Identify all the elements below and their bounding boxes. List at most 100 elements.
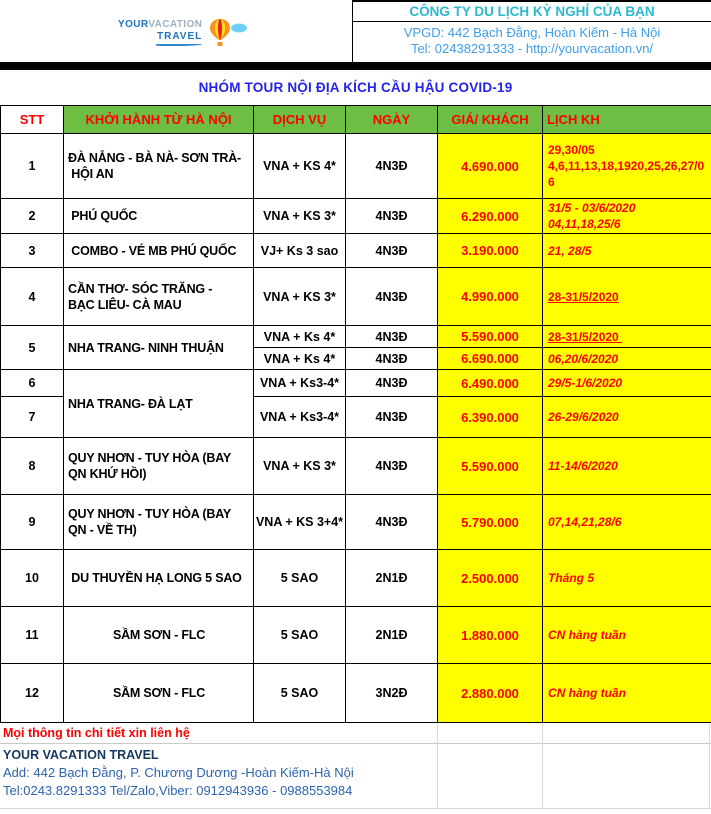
table-row: VNA + Ks 4* 4N3Đ 6.690.000 06,20/6/2020 xyxy=(1,347,711,371)
cell-lich: 31/5 - 03/6/2020 04,11,18,25/6 xyxy=(542,197,711,235)
cell-gia: 5.590.000 xyxy=(437,325,543,349)
cell-stt: 6 xyxy=(0,369,64,398)
table-row: 6 NHA TRANG- ĐÀ LẠT VNA + Ks3-4* 4N3Đ 6.490.… xyxy=(0,369,711,439)
cell-tour: QUY NHƠN - TUY HÒA (BAY QN - VỀ TH) xyxy=(63,494,254,551)
company-name: CÔNG TY DU LỊCH KỲ NGHỈ CỦA BẠN xyxy=(353,2,711,22)
cell-ngay: 4N3Đ xyxy=(345,369,438,398)
cell-ngay: 4N3Đ xyxy=(345,325,438,349)
title-bar: NHÓM TOUR NỘI ĐỊA KÍCH CẦU HẬU COVID-19 xyxy=(0,70,711,105)
cell-lich: Tháng 5 xyxy=(542,549,711,608)
cell-gia: 5.790.000 xyxy=(437,494,543,551)
footer-address: Add: 442 Bạch Đằng, P. Chương Dương -Hoà… xyxy=(3,765,354,781)
cell-gia: 2.880.000 xyxy=(437,663,543,724)
cell-svc: VNA + Ks3-4* xyxy=(253,369,346,398)
logo-word-travel: TRAVEL xyxy=(156,31,203,42)
cell-lich: 29,30/05 4,6,11,13,18,1920,25,26,27/06 xyxy=(542,133,711,199)
cell-tour: SẦM SƠN - FLC xyxy=(63,606,254,665)
gridline-vertical xyxy=(709,723,710,809)
cell-tour: COMBO - VÉ MB PHÚ QUỐC xyxy=(63,233,254,269)
cell-ngay: 4N3Đ xyxy=(345,437,438,496)
cell-lich: CN hàng tuần xyxy=(542,663,711,724)
cell-ngay: 2N1Đ xyxy=(345,606,438,665)
cell-gia: 6.490.000 xyxy=(437,369,543,398)
cell-stt: 12 xyxy=(0,663,64,724)
cell-lich: 07,14,21,28/6 xyxy=(542,494,711,551)
gridline-vertical xyxy=(542,723,543,809)
cell-tour: CẦN THƠ- SÓC TRĂNG - BẠC LIÊU- CÀ MAU xyxy=(63,267,254,327)
logo-line1: YOURVACATION xyxy=(118,19,202,30)
cell-gia: 6.290.000 xyxy=(437,197,543,235)
cell-gia: 4.990.000 xyxy=(437,267,543,327)
cell-stt: 3 xyxy=(0,233,64,269)
cell-stt: 11 xyxy=(0,606,64,665)
table-row: 8 QUY NHƠN - TUY HÒA (BAY QN KHỨ HỒI) VNA … xyxy=(0,437,711,496)
cell-stt: 8 xyxy=(0,437,64,496)
cell-stt: 9 xyxy=(0,494,64,551)
page-title: NHÓM TOUR NỘI ĐỊA KÍCH CẦU HẬU COVID-19 xyxy=(198,80,513,95)
cell-ngay: 4N3Đ xyxy=(345,396,438,439)
cell-ngay: 4N3Đ xyxy=(345,267,438,327)
cell-ngay: 4N3Đ xyxy=(345,233,438,269)
logo-text: YOURVACATION TRAVEL xyxy=(118,19,203,46)
cell-svc: VNA + KS 3+4* xyxy=(253,494,346,551)
column-header-price: GIÁ/ KHÁCH xyxy=(437,105,543,134)
company-tel-line: Tel: 02438291333 - http://yourvacation.v… xyxy=(410,41,654,56)
cell-gia: 1.880.000 xyxy=(437,606,543,665)
cell-gia: 5.590.000 xyxy=(437,437,543,496)
cell-stt: 10 xyxy=(0,549,64,608)
logo: YOURVACATION TRAVEL xyxy=(118,15,248,47)
hot-air-balloon-icon xyxy=(210,19,248,46)
cell-stt: 5 xyxy=(0,325,64,371)
table-row: 9 QUY NHƠN - TUY HÒA (BAY QN - VỀ TH) VNA … xyxy=(0,494,711,551)
cell-ngay: 3N2Đ xyxy=(345,663,438,724)
cell-svc: VJ+ Ks 3 sao xyxy=(253,233,346,269)
cell-tour: DU THUYỀN HẠ LONG 5 SAO xyxy=(63,549,254,608)
contact-note: Mọi thông tin chi tiết xin liên hệ xyxy=(0,723,711,745)
cell-tour: NHA TRANG- ĐÀ LẠT xyxy=(63,369,254,439)
cell-tour: NHA TRANG- NINH THUẬN xyxy=(63,325,254,371)
cell-svc: 5 SAO xyxy=(253,606,346,665)
table-row: 1 ĐÀ NẴNG - BÀ NÀ- SƠN TRÀ- HỘI AN VNA + K… xyxy=(0,133,711,199)
gridline-horizontal xyxy=(0,808,711,810)
table-row: 11 SẦM SƠN - FLC 5 SAO 2N1Đ 1.880.000 CN hàng… xyxy=(0,606,711,665)
cell-ngay: 4N3Đ xyxy=(345,197,438,235)
cloud-icon xyxy=(231,23,248,33)
cell-tour: SẦM SƠN - FLC xyxy=(63,663,254,724)
cell-ngay: 2N1Đ xyxy=(345,549,438,608)
cell-stt: 7 xyxy=(0,396,64,439)
cell-svc: 5 SAO xyxy=(253,663,346,724)
cell-svc: VNA + Ks3-4* xyxy=(253,396,346,439)
cell-lich: 28-31/5/2020 xyxy=(542,325,711,349)
tour-table: STT KHỞI HÀNH TỪ HÀ NỘI DỊCH VỤ NGÀY GIÁ… xyxy=(0,105,711,724)
cell-gia: 2.500.000 xyxy=(437,549,543,608)
company-info-panel: CÔNG TY DU LỊCH KỲ NGHỈ CỦA BẠN VPGD: 44… xyxy=(352,0,711,62)
tour-table-body: 1 ĐÀ NẴNG - BÀ NÀ- SƠN TRÀ- HỘI AN VNA + K… xyxy=(0,133,711,724)
cell-ngay: 4N3Đ xyxy=(345,347,438,371)
cell-lich: 06,20/6/2020 xyxy=(542,347,711,371)
column-header-schedule: LỊCH KH xyxy=(542,105,711,134)
table-row: 4 CẦN THƠ- SÓC TRĂNG - BẠC LIÊU- CÀ MAU VN… xyxy=(0,267,711,327)
cell-ngay: 4N3Đ xyxy=(345,133,438,199)
column-header-tour: KHỞI HÀNH TỪ HÀ NỘI xyxy=(63,105,254,134)
cell-svc: VNA + Ks 4* xyxy=(253,347,346,371)
footer-company-name: YOUR VACATION TRAVEL xyxy=(3,748,159,763)
logo-word-vacation: VACATION xyxy=(148,19,203,30)
cell-gia: 6.690.000 xyxy=(437,347,543,371)
logo-swoosh xyxy=(156,43,203,46)
cell-ngay: 4N3Đ xyxy=(345,494,438,551)
cell-lich: CN hàng tuần xyxy=(542,606,711,665)
page-footer: Mọi thông tin chi tiết xin liên hệ YOUR … xyxy=(0,723,711,814)
table-row: 5 NHA TRANG- NINH THUẬN VNA + Ks 4* 4N3Đ 5.5… xyxy=(0,325,711,371)
column-header-days: NGÀY xyxy=(345,105,438,134)
cell-svc: VNA + Ks 4* xyxy=(253,325,346,349)
cell-gia: 4.690.000 xyxy=(437,133,543,199)
black-divider xyxy=(0,62,711,70)
cell-svc: VNA + KS 4* xyxy=(253,133,346,199)
tour-table-head: STT KHỞI HÀNH TỪ HÀ NỘI DỊCH VỤ NGÀY GIÁ… xyxy=(0,105,711,134)
cell-gia: 6.390.000 xyxy=(437,396,543,439)
gridline-vertical xyxy=(437,723,438,809)
cell-tour: ĐÀ NẴNG - BÀ NÀ- SƠN TRÀ- HỘI AN xyxy=(63,133,254,199)
cell-tour: QUY NHƠN - TUY HÒA (BAY QN KHỨ HỒI) xyxy=(63,437,254,496)
cell-gia: 3.190.000 xyxy=(437,233,543,269)
